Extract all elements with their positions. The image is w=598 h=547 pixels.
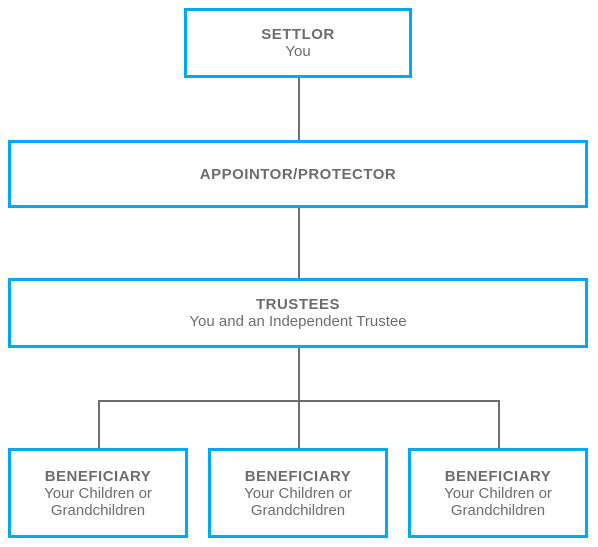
appointor-node: APPOINTOR/PROTECTOR (8, 140, 588, 208)
settlor-node: SETTLOR You (184, 8, 412, 78)
beneficiary-2-title: BENEFICIARY (245, 468, 352, 485)
trustees-sub: You and an Independent Trustee (189, 313, 406, 330)
beneficiary-3-title: BENEFICIARY (445, 468, 552, 485)
settlor-title: SETTLOR (261, 26, 335, 43)
connector-trustees-down (298, 348, 300, 400)
settlor-sub: You (285, 43, 310, 60)
beneficiary-1-title: BENEFICIARY (45, 468, 152, 485)
appointor-title: APPOINTOR/PROTECTOR (200, 166, 396, 183)
beneficiary-node-3: BENEFICIARY Your Children or Grandchildr… (408, 448, 588, 538)
beneficiary-1-sub: Your Children or Grandchildren (15, 485, 181, 519)
connector-to-b3 (498, 400, 500, 448)
connector-appointor-trustees (298, 208, 300, 278)
trustees-node: TRUSTEES You and an Independent Trustee (8, 278, 588, 348)
beneficiary-2-sub: Your Children or Grandchildren (215, 485, 381, 519)
connector-to-b2 (298, 400, 300, 448)
beneficiary-3-sub: Your Children or Grandchildren (415, 485, 581, 519)
connector-to-b1 (98, 400, 100, 448)
trustees-title: TRUSTEES (256, 296, 340, 313)
connector-settlor-appointor (298, 78, 300, 140)
beneficiary-node-2: BENEFICIARY Your Children or Grandchildr… (208, 448, 388, 538)
beneficiary-node-1: BENEFICIARY Your Children or Grandchildr… (8, 448, 188, 538)
